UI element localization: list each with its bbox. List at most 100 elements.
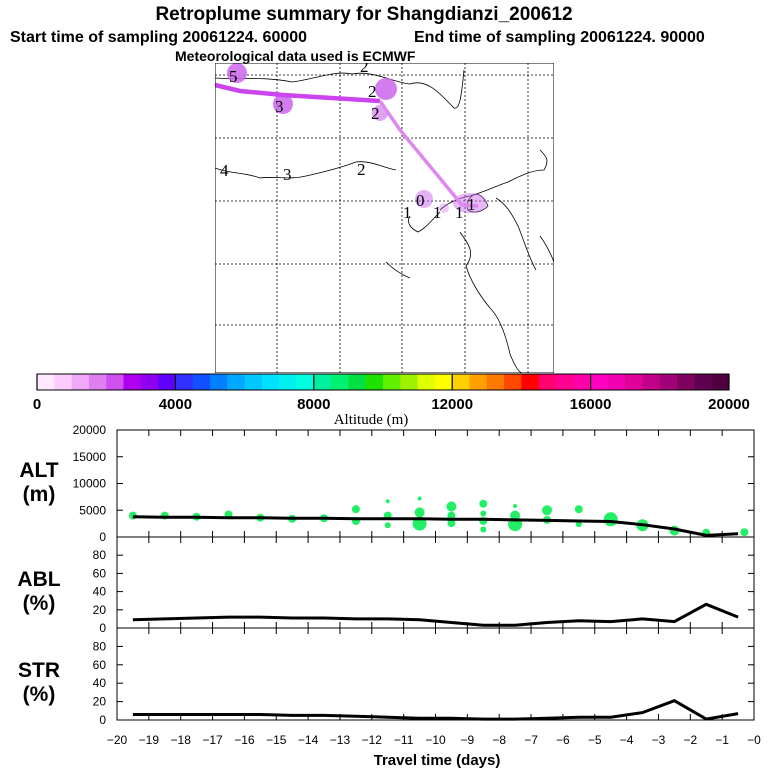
colorbar-swatch <box>279 374 297 390</box>
colorbar-swatch <box>158 374 176 390</box>
colorbar-tick-label: 8000 <box>297 396 330 413</box>
x-tick-label: −17 <box>202 733 223 747</box>
colorbar-tick-label: 16000 <box>570 396 612 413</box>
colorbar-swatch <box>607 374 626 390</box>
map-day-label: 3 <box>275 97 284 116</box>
colorbar-swatch <box>642 374 661 390</box>
x-tick-label: −8 <box>492 733 506 747</box>
x-tick-label: −12 <box>362 733 383 747</box>
altitude-cluster-point <box>575 521 582 528</box>
colorbar-tick-label: 0 <box>33 396 41 413</box>
x-tick-label: −1 <box>715 733 729 747</box>
y-tick-label: 20 <box>93 603 107 617</box>
colorbar-swatch <box>452 374 470 390</box>
altitude-cluster-point <box>447 519 456 528</box>
y-tick-label: 40 <box>93 585 107 599</box>
map-coastlines <box>215 69 554 373</box>
panel-unit-label: (%) <box>23 683 56 706</box>
y-tick-label: 10000 <box>73 477 107 491</box>
end-time: End time of sampling 20061224. 90000 <box>414 29 705 46</box>
colorbar-tick-labels: 0 4000 8000 12000 16000 20000 <box>33 396 750 413</box>
colorbar-swatch <box>331 374 349 390</box>
map-day-label: 4 <box>220 161 229 180</box>
colorbar-swatch <box>71 374 90 390</box>
colorbar-swatch <box>711 374 730 390</box>
plume-blob <box>453 193 487 213</box>
colorbar-swatch <box>417 374 436 390</box>
colorbar-tick-label: 4000 <box>159 396 192 413</box>
panel-unit-label: (m) <box>23 483 56 506</box>
trajectory-path-old <box>215 82 381 104</box>
x-tick-label: −0 <box>747 733 761 747</box>
trajectory-path-recent <box>378 100 479 208</box>
figure-title: Retroplume summary for Shangdianzi_20061… <box>155 4 572 25</box>
map-day-label: 2 <box>357 160 366 179</box>
y-tick-label: 5000 <box>79 503 106 517</box>
colorbar-swatch <box>261 374 280 390</box>
map-day-label: 1 <box>433 203 442 222</box>
altitude-cluster-point <box>513 504 518 508</box>
plume-blob <box>375 78 397 100</box>
x-tick-label: −16 <box>234 733 255 747</box>
colorbar-swatch <box>590 374 609 390</box>
x-axis-label: Travel time (days) <box>374 752 501 768</box>
altitude-cluster-point <box>351 505 360 514</box>
panel-abl: 0 20 40 60 80 ABL(%) <box>17 536 755 635</box>
start-time: Start time of sampling 20061224. 60000 <box>10 29 307 46</box>
abl-line <box>132 602 739 627</box>
str-line <box>132 699 739 721</box>
y-tick-label: 0 <box>99 530 106 544</box>
panel-label: ALT <box>19 459 58 482</box>
y-tick-label: 40 <box>93 676 107 690</box>
y-tick-label: 60 <box>93 566 107 580</box>
altitude-cluster-point <box>480 510 487 517</box>
colorbar-tick-label: 12000 <box>431 396 473 413</box>
altitude-cluster-point <box>740 528 749 537</box>
x-tick-label: −5 <box>588 733 602 747</box>
altitude-cluster-point <box>417 496 422 501</box>
plume-blob <box>415 190 433 208</box>
colorbar-swatch <box>106 374 124 390</box>
panel-label: STR <box>18 659 60 682</box>
time-series-panels: 05000100001500020000ALT(m)020406080ABL(%… <box>17 423 755 727</box>
y-tick-label: 80 <box>93 639 107 653</box>
plume-blobs <box>227 63 487 213</box>
colorbar-swatch <box>469 374 488 390</box>
met-data-note: Meteorological data used is ECMWF <box>175 48 416 64</box>
x-tick-label: −2 <box>683 733 697 747</box>
map-day-label: 1 <box>455 203 464 222</box>
x-tick-label: −14 <box>298 733 319 747</box>
plume-blob <box>273 94 293 114</box>
panel-label: ABL <box>17 568 60 591</box>
x-tick-label: −9 <box>461 733 475 747</box>
colorbar-swatch <box>504 374 522 390</box>
panel-frame <box>116 429 755 538</box>
panel-frame <box>116 536 755 629</box>
colorbar-swatch <box>625 374 643 390</box>
colorbar-swatch <box>538 374 557 390</box>
panel-alt: 0 5000 10000 15000 20000 ALT(m) <box>19 423 755 544</box>
altitude-cluster-point <box>385 499 390 504</box>
x-tick-label: −4 <box>620 733 634 747</box>
plume-blob <box>227 63 247 83</box>
y-tick-label: 80 <box>93 548 107 562</box>
colorbar-swatch <box>210 374 228 390</box>
colorbar-swatch <box>37 374 55 390</box>
colorbar-swatch <box>573 374 592 390</box>
panel-str: 0 20 40 60 80 STR(%) <box>18 627 755 727</box>
altitude-cluster-point <box>384 522 391 529</box>
altitude-median-line <box>132 515 739 537</box>
x-tick-label: −18 <box>171 733 192 747</box>
colorbar-swatch <box>313 374 332 390</box>
colorbar-swatch <box>486 374 505 390</box>
altitude-cluster-point <box>574 505 583 514</box>
altitude-cluster-point <box>447 511 456 520</box>
map-day-label: 1 <box>467 195 476 214</box>
colorbar-swatch <box>521 374 540 390</box>
y-tick-label: 15000 <box>73 450 107 464</box>
x-axis: −20 −19 −18 −17 −16 −15 −14 −13 −12 −11 −10 −9 −8 −7 −… <box>107 733 761 747</box>
altitude-cluster-point <box>414 507 425 518</box>
colorbar-label: Altitude (m) <box>334 412 409 428</box>
y-tick-label: 20 <box>93 695 107 709</box>
